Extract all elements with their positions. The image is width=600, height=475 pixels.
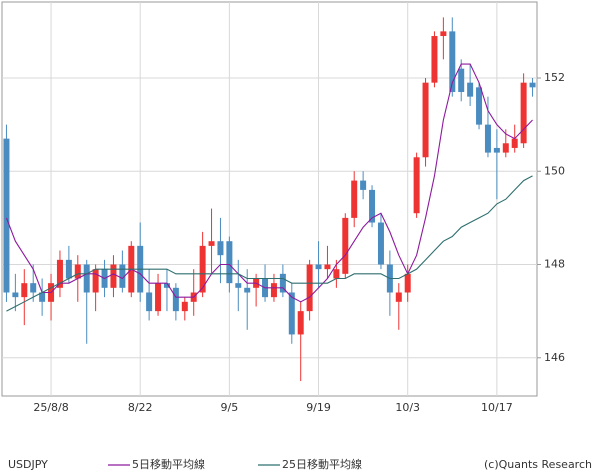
candle-body xyxy=(21,283,28,298)
candle-body xyxy=(440,31,447,37)
ma-line xyxy=(6,175,533,312)
candle-body xyxy=(467,82,474,97)
candle-body xyxy=(172,287,179,312)
candle-body xyxy=(476,87,483,125)
candle-body xyxy=(235,283,242,288)
candle-body xyxy=(333,269,340,279)
x-tick-label: 9/5 xyxy=(221,401,239,414)
candle-body xyxy=(270,283,277,298)
candle-body xyxy=(413,157,420,214)
x-tick-label: 9/19 xyxy=(306,401,331,414)
candle-body xyxy=(119,264,126,288)
candle-body xyxy=(217,241,224,256)
candle-body xyxy=(163,283,170,288)
y-tick-label: 146 xyxy=(544,351,565,364)
candle-body xyxy=(404,273,411,293)
candle-body xyxy=(244,287,251,293)
candle-body xyxy=(422,82,429,158)
candle-body xyxy=(351,180,358,218)
y-tick-label: 152 xyxy=(544,71,565,84)
candle-body xyxy=(110,264,117,288)
ma-line xyxy=(5,63,533,303)
candle-body xyxy=(502,143,509,153)
candle-body xyxy=(92,269,99,293)
candle-body xyxy=(306,264,313,312)
candle-body xyxy=(377,222,384,265)
candle-body xyxy=(146,292,153,312)
candle-body xyxy=(208,241,215,246)
candle-body xyxy=(297,311,304,335)
candle-body xyxy=(511,138,518,148)
candle-body xyxy=(529,82,536,88)
candle-body xyxy=(155,283,162,312)
candle-body xyxy=(342,217,349,274)
x-tick-label: 10/17 xyxy=(481,401,513,414)
candle-body xyxy=(324,264,331,270)
candle-body xyxy=(288,292,295,335)
y-tick-label: 148 xyxy=(544,258,565,271)
candle-body xyxy=(493,147,500,153)
candle-body xyxy=(83,264,90,293)
candle-body xyxy=(360,180,367,190)
candle-body xyxy=(30,283,37,293)
candle-body xyxy=(3,138,10,293)
candle-body xyxy=(431,36,438,83)
candle-body xyxy=(279,273,286,293)
candle-body xyxy=(181,301,188,312)
candle-body xyxy=(56,259,63,288)
candle-body xyxy=(226,241,233,284)
candle-body xyxy=(458,68,465,92)
x-tick-label: 10/3 xyxy=(395,401,420,414)
candle-body xyxy=(65,259,72,279)
plot-area xyxy=(1,1,538,397)
chart-title: USDJPY xyxy=(8,458,48,471)
candle-body xyxy=(449,31,456,92)
credit: (c)Quants Research xyxy=(484,458,592,471)
candle-body xyxy=(315,264,322,270)
legend-label: 25日移動平均線 xyxy=(282,457,362,471)
x-tick-label: 8/22 xyxy=(128,401,153,414)
candle-body xyxy=(12,292,19,298)
candle-body xyxy=(74,264,81,279)
legend-label: 5日移動平均線 xyxy=(132,457,205,471)
x-tick-label: 25/8/8 xyxy=(33,401,68,414)
candle-body xyxy=(484,124,491,153)
candle-body xyxy=(39,292,46,302)
candle-body xyxy=(369,189,376,223)
candle-body xyxy=(395,292,402,302)
candle-body xyxy=(520,82,527,144)
y-tick-label: 150 xyxy=(544,164,565,177)
candle-body xyxy=(199,245,206,293)
